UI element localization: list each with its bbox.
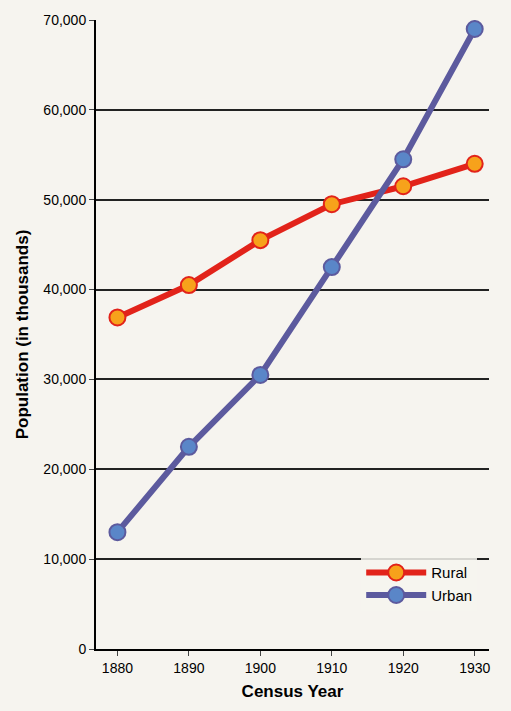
svg-text:1930: 1930 <box>459 660 490 676</box>
svg-text:1890: 1890 <box>173 660 204 676</box>
svg-text:1880: 1880 <box>102 660 133 676</box>
svg-text:10,000: 10,000 <box>43 551 86 567</box>
svg-text:0: 0 <box>78 641 86 657</box>
svg-text:50,000: 50,000 <box>43 192 86 208</box>
svg-text:1920: 1920 <box>388 660 419 676</box>
svg-text:Census Year: Census Year <box>242 682 344 701</box>
svg-text:Urban: Urban <box>431 587 472 604</box>
svg-text:40,000: 40,000 <box>43 281 86 297</box>
svg-text:Population (in thousands): Population (in thousands) <box>13 230 32 440</box>
svg-text:Rural: Rural <box>431 564 467 581</box>
svg-text:30,000: 30,000 <box>43 371 86 387</box>
svg-text:1910: 1910 <box>316 660 347 676</box>
svg-text:1900: 1900 <box>245 660 276 676</box>
svg-text:70,000: 70,000 <box>43 12 86 28</box>
svg-text:60,000: 60,000 <box>43 102 86 118</box>
svg-text:20,000: 20,000 <box>43 461 86 477</box>
